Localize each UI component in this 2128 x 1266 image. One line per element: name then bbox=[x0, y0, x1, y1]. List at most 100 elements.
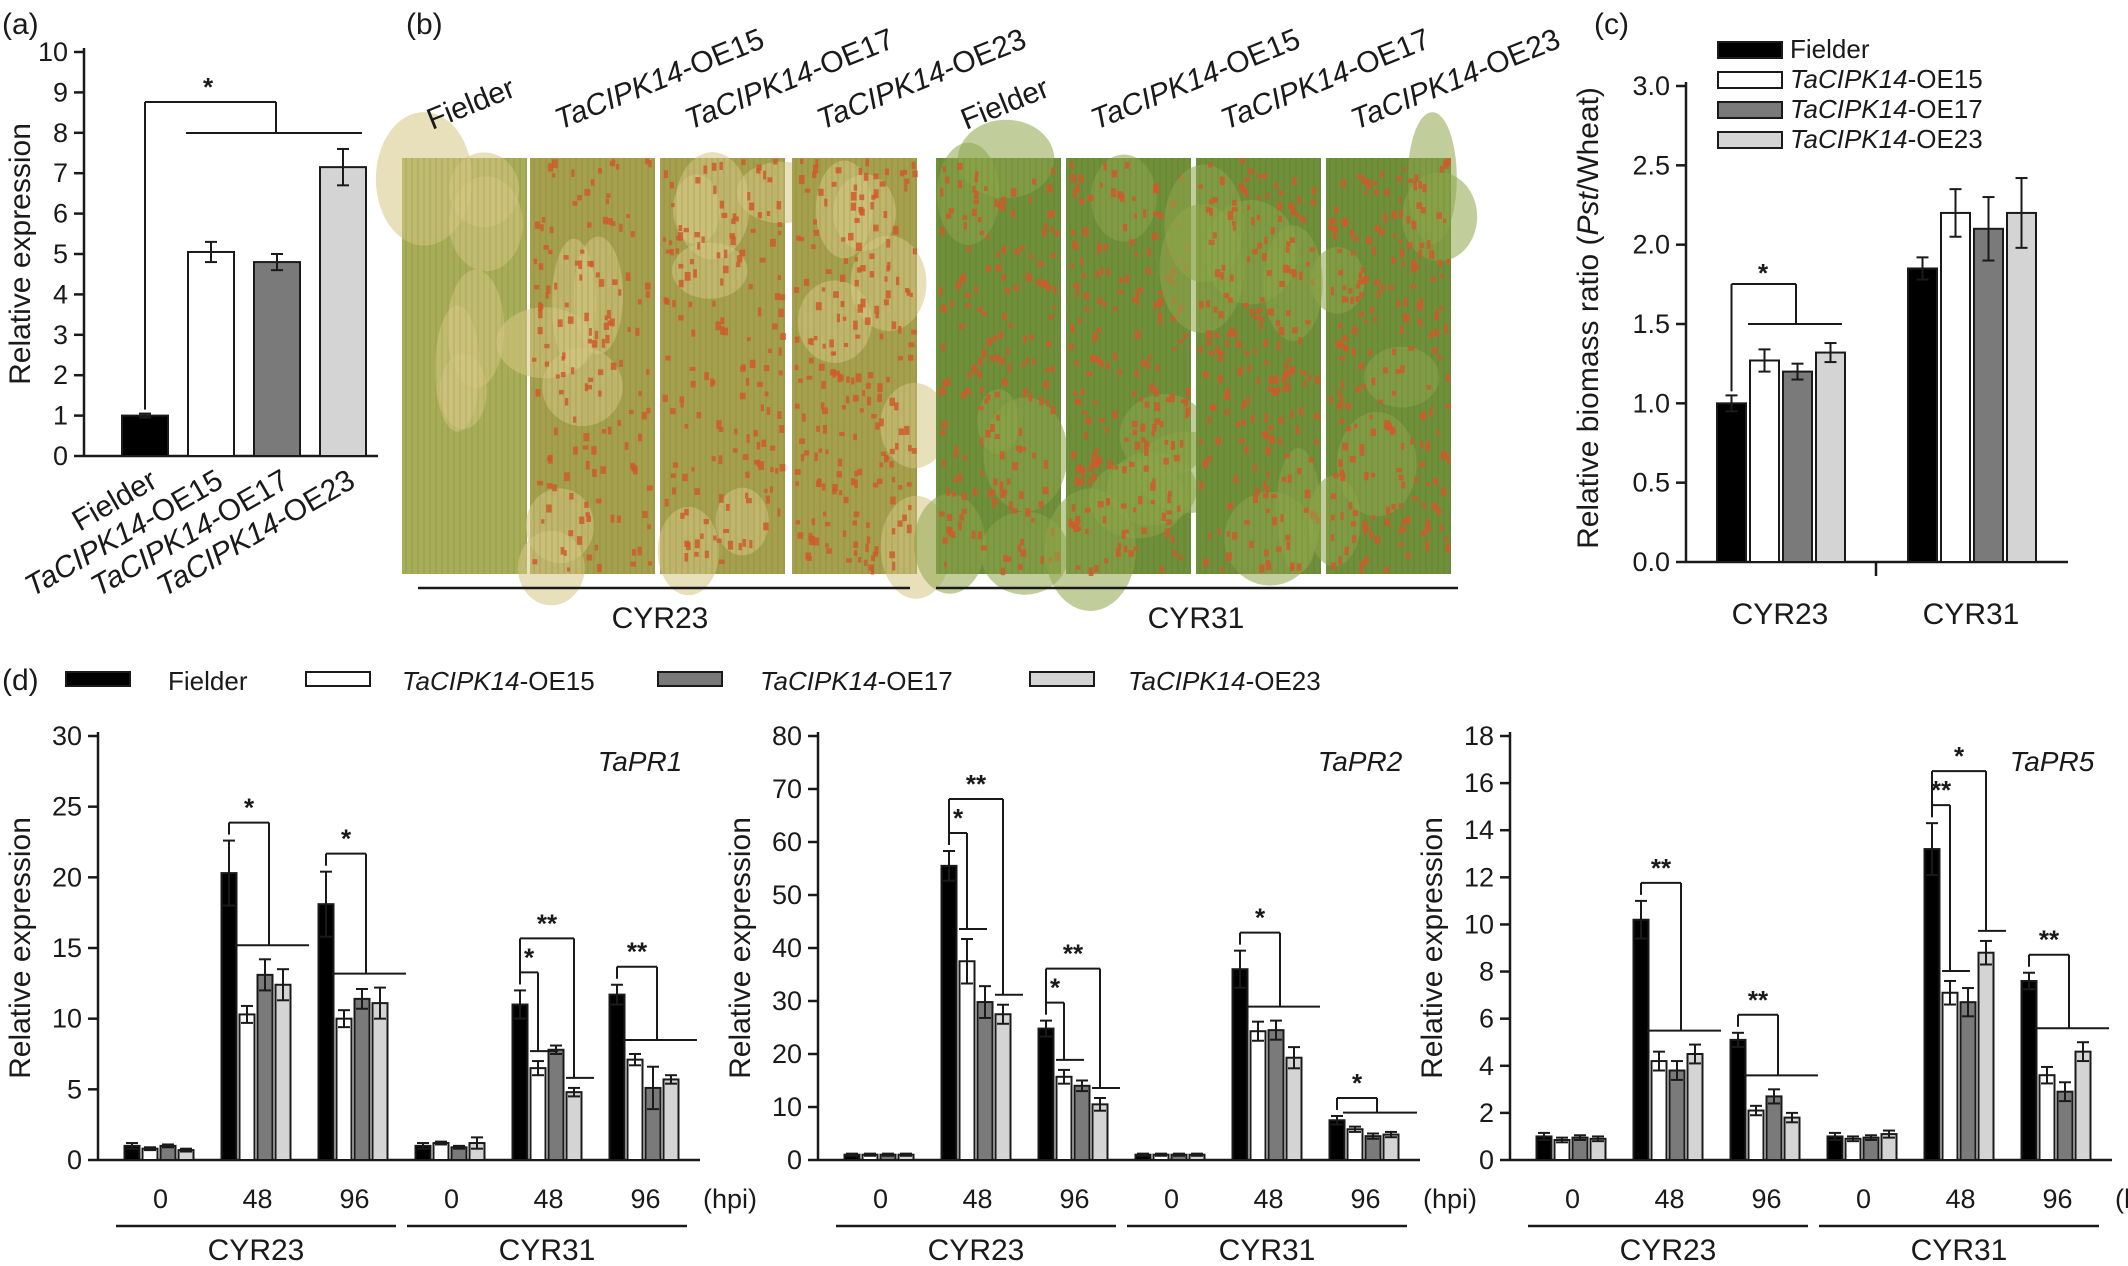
rust-pustule bbox=[763, 170, 767, 180]
panel-d3-strain-label: CYR31 bbox=[1911, 1234, 2008, 1266]
rust-pustule bbox=[832, 483, 838, 492]
rust-pustule bbox=[1277, 417, 1284, 424]
rust-pustule bbox=[866, 396, 872, 406]
rust-pustule bbox=[1207, 455, 1212, 462]
panel-d3-bar bbox=[1923, 848, 1941, 1161]
rust-pustule bbox=[716, 420, 722, 429]
rust-pustule bbox=[1246, 205, 1251, 210]
rust-pustule bbox=[873, 173, 879, 180]
rust-pustule bbox=[794, 287, 800, 293]
rust-pustule bbox=[806, 375, 813, 380]
rust-pustule bbox=[908, 505, 912, 511]
rust-pustule bbox=[1377, 290, 1381, 299]
rust-pustule bbox=[1143, 209, 1147, 218]
rust-pustule bbox=[1344, 546, 1349, 556]
rust-pustule bbox=[625, 272, 631, 282]
rust-pustule bbox=[1068, 518, 1073, 528]
rust-pustule bbox=[1168, 490, 1172, 497]
rust-pustule bbox=[777, 508, 781, 517]
rust-pustule bbox=[665, 355, 671, 361]
panel-a-y-axis-tick-label: 3 bbox=[53, 320, 68, 350]
rust-pustule bbox=[757, 381, 763, 388]
rust-pustule bbox=[567, 316, 574, 324]
rust-pustule bbox=[1184, 398, 1189, 407]
rust-pustule bbox=[824, 198, 828, 207]
rust-pustule bbox=[1202, 459, 1209, 468]
rust-pustule bbox=[741, 159, 746, 166]
panel-c-legend-swatch bbox=[1717, 71, 1783, 89]
rust-pustule bbox=[1372, 246, 1376, 255]
panel-c-x-label: CYR31 bbox=[1923, 598, 2020, 631]
rust-pustule bbox=[700, 533, 704, 539]
rust-pustule bbox=[1143, 465, 1149, 472]
rust-pustule bbox=[767, 348, 772, 354]
panel-c-y-title-italic: Pst bbox=[1572, 190, 1605, 235]
rust-pustule bbox=[1262, 173, 1267, 179]
panel-c-legend-label-italic: TaCIPK14 bbox=[1790, 124, 1908, 154]
rust-pustule bbox=[1084, 431, 1088, 439]
rust-pustule bbox=[1400, 442, 1405, 450]
leaf-label-italic: TaCIPK14 bbox=[1086, 55, 1224, 136]
panel-c-chart: (c) 0.0 0.5 1.0 1.5 2.0 2.5 3.0 Relative biomass… bbox=[1572, 8, 2068, 631]
rust-pustule bbox=[1229, 274, 1234, 282]
rust-pustule bbox=[1219, 176, 1225, 186]
rust-pustule bbox=[665, 249, 672, 254]
rust-pustule bbox=[540, 224, 544, 232]
rust-pustule bbox=[1018, 563, 1023, 570]
rust-pustule bbox=[1212, 196, 1218, 203]
panel-d2-x-tick-label: 96 bbox=[1350, 1184, 1380, 1214]
rust-pustule bbox=[1097, 244, 1102, 254]
panel-b-group-label-cyr31: CYR31 bbox=[1148, 602, 1245, 635]
rust-pustule bbox=[1351, 326, 1358, 335]
rust-pustule bbox=[1277, 215, 1283, 223]
rust-pustule bbox=[1264, 360, 1270, 365]
panel-d2-bar bbox=[1231, 968, 1249, 1162]
rust-pustule bbox=[1203, 558, 1209, 567]
rust-pustule bbox=[1360, 451, 1365, 456]
rust-pustule bbox=[1369, 531, 1374, 539]
rust-pustule bbox=[945, 213, 952, 219]
rust-pustule bbox=[587, 261, 593, 267]
rust-pustule bbox=[1287, 368, 1294, 374]
panel-d2-x-tick-label: 0 bbox=[873, 1184, 888, 1214]
rust-pustule bbox=[941, 343, 946, 351]
rust-pustule bbox=[950, 299, 954, 308]
rust-pustule bbox=[538, 302, 543, 312]
panel-d-tapr1-chart: 0 5 10 15 20 25 30 Relative expression TaPR1 0 48 9… bbox=[4, 721, 757, 1266]
rust-pustule bbox=[1328, 218, 1333, 225]
rust-pustule bbox=[739, 392, 746, 400]
rust-pustule bbox=[1048, 314, 1054, 321]
rust-pustule bbox=[1368, 349, 1373, 356]
rust-pustule bbox=[662, 237, 666, 242]
rust-pustule bbox=[854, 256, 858, 262]
rust-pustule bbox=[1265, 446, 1271, 455]
panel-d3-bar bbox=[1747, 1109, 1765, 1161]
rust-pustule bbox=[1398, 503, 1403, 508]
rust-pustule bbox=[745, 497, 752, 504]
rust-pustule bbox=[779, 333, 786, 341]
rust-pustule bbox=[1172, 550, 1178, 556]
rust-pustule bbox=[638, 391, 642, 396]
rust-pustule bbox=[1014, 247, 1020, 256]
rust-pustule bbox=[961, 492, 967, 501]
rust-pustule bbox=[843, 258, 849, 264]
rust-pustule bbox=[1211, 405, 1217, 411]
rust-pustule bbox=[797, 532, 804, 539]
rust-pustule bbox=[1036, 278, 1043, 287]
rust-pustule bbox=[1362, 521, 1368, 530]
rust-pustule bbox=[573, 446, 578, 455]
rust-pustule bbox=[1384, 188, 1390, 197]
rust-pustule bbox=[1374, 279, 1381, 286]
rust-pustule bbox=[1375, 224, 1381, 232]
rust-pustule bbox=[843, 496, 849, 504]
rust-pustule bbox=[1147, 355, 1152, 361]
rust-pustule bbox=[597, 167, 602, 174]
rust-pustule bbox=[1178, 339, 1184, 344]
panel-d3-y-axis-tick-label: 16 bbox=[1464, 768, 1494, 798]
rust-pustule bbox=[689, 366, 696, 371]
rust-pustule bbox=[742, 454, 749, 460]
rust-pustule bbox=[825, 449, 829, 455]
panel-d2-y-axis-tick-label: 0 bbox=[787, 1145, 802, 1175]
rust-pustule bbox=[555, 374, 560, 379]
rust-pustule bbox=[766, 210, 771, 217]
